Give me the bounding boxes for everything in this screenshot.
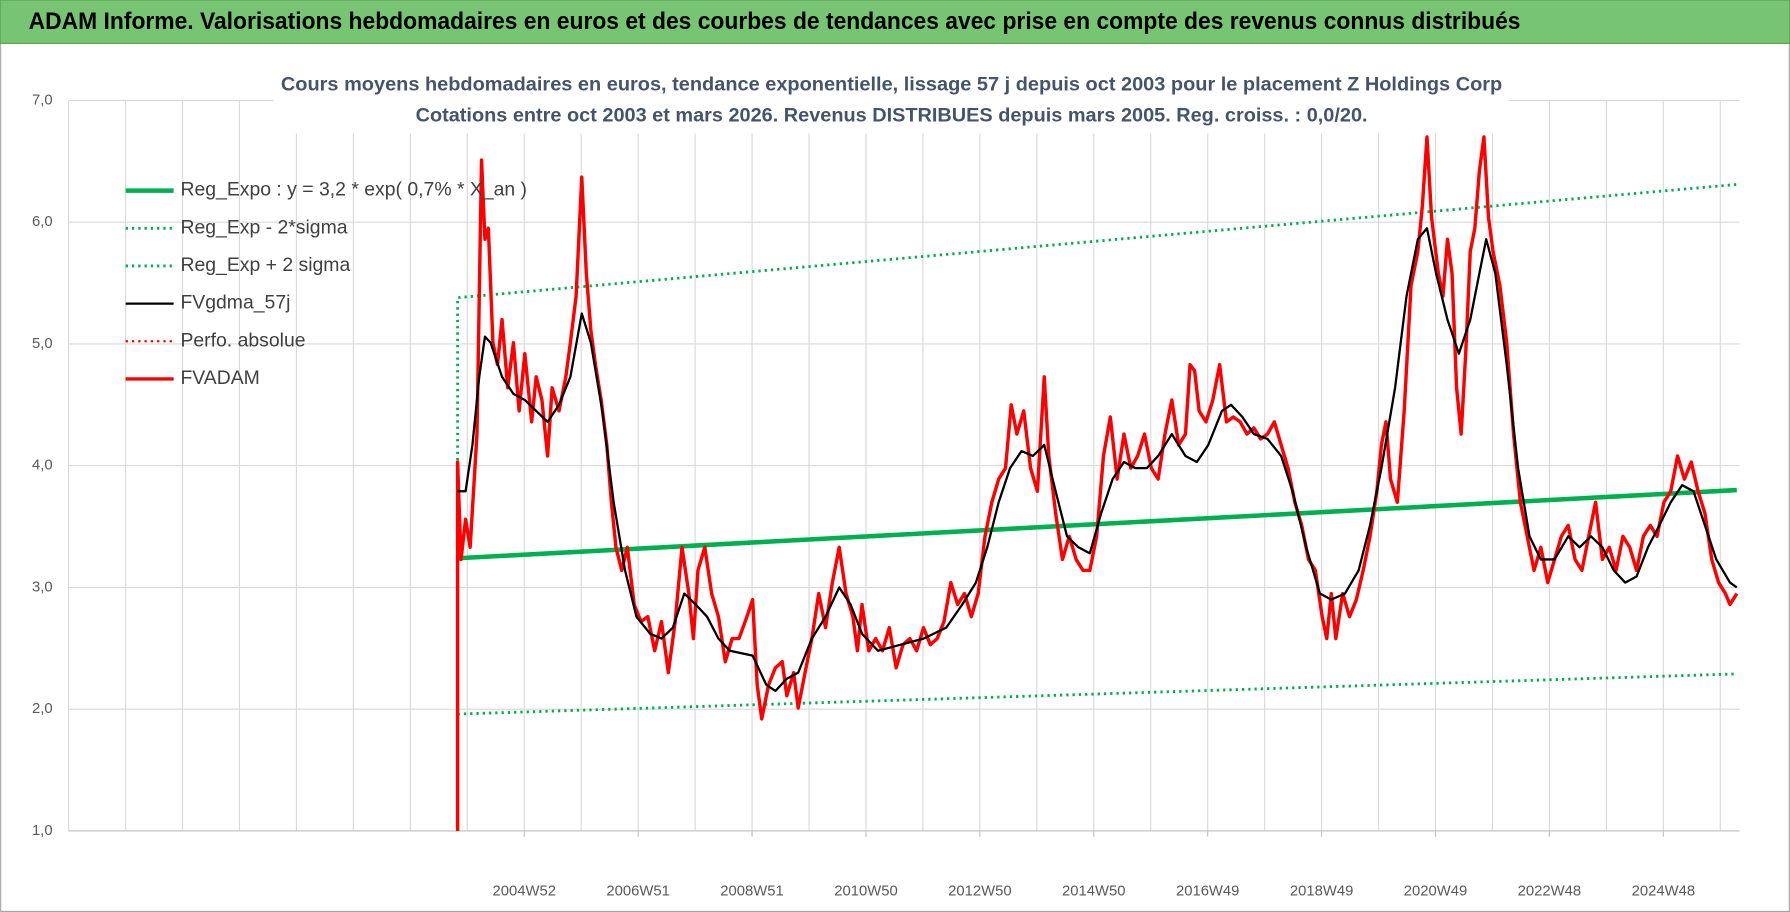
y-tick-label: 5,0 — [32, 336, 53, 352]
series-line — [456, 183, 1737, 480]
x-tick-label: 2010W50 — [834, 883, 897, 899]
x-tick-label: 2022W48 — [1518, 883, 1581, 899]
banner-title: ADAM Informe. Valorisations hebdomadaire… — [29, 8, 1521, 35]
series-line — [455, 135, 1739, 831]
legend-label: FVADAM — [180, 367, 259, 389]
legend-label: Reg_Exp + 2 sigma — [180, 254, 350, 276]
x-tick-label: 2012W50 — [948, 883, 1011, 899]
x-tick-label: 2020W49 — [1404, 883, 1467, 899]
y-tick-label: 7,0 — [32, 92, 53, 108]
y-tick-label: 4,0 — [32, 458, 53, 474]
y-tick-label: 2,0 — [32, 701, 53, 717]
y-tick-label: 1,0 — [32, 823, 53, 839]
series-line — [457, 227, 1738, 693]
x-tick-label: 2024W48 — [1632, 883, 1695, 899]
x-tick-label: 2008W51 — [720, 883, 783, 899]
chart-subtitle: Cotations entre oct 2003 et mars 2026. R… — [416, 105, 1368, 127]
x-tick-label: 2004W52 — [493, 883, 556, 899]
x-tick-label: 2014W50 — [1062, 883, 1125, 899]
y-tick-label: 3,0 — [32, 579, 53, 595]
x-tick-label: 2006W51 — [606, 883, 669, 899]
x-tick-label: 2016W49 — [1176, 883, 1239, 899]
banner — [0, 0, 1790, 44]
legend-label: FVgdma_57j — [180, 292, 290, 314]
legend: Reg_Expo : y = 3,2 * exp( 0,7% * X_an ) R… — [125, 179, 527, 389]
legend-label: Reg_Expo : y = 3,2 * exp( 0,7% * X_an ) — [180, 179, 527, 201]
title-background — [274, 69, 1510, 134]
legend-label: Perfo. absolue — [180, 329, 305, 351]
chart-title: Cours moyens hebdomadaires en euros, ten… — [281, 74, 1502, 96]
legend-label: Reg_Exp - 2*sigma — [180, 216, 347, 238]
y-tick-label: 6,0 — [32, 214, 53, 230]
x-tick-label: 2018W49 — [1290, 883, 1353, 899]
